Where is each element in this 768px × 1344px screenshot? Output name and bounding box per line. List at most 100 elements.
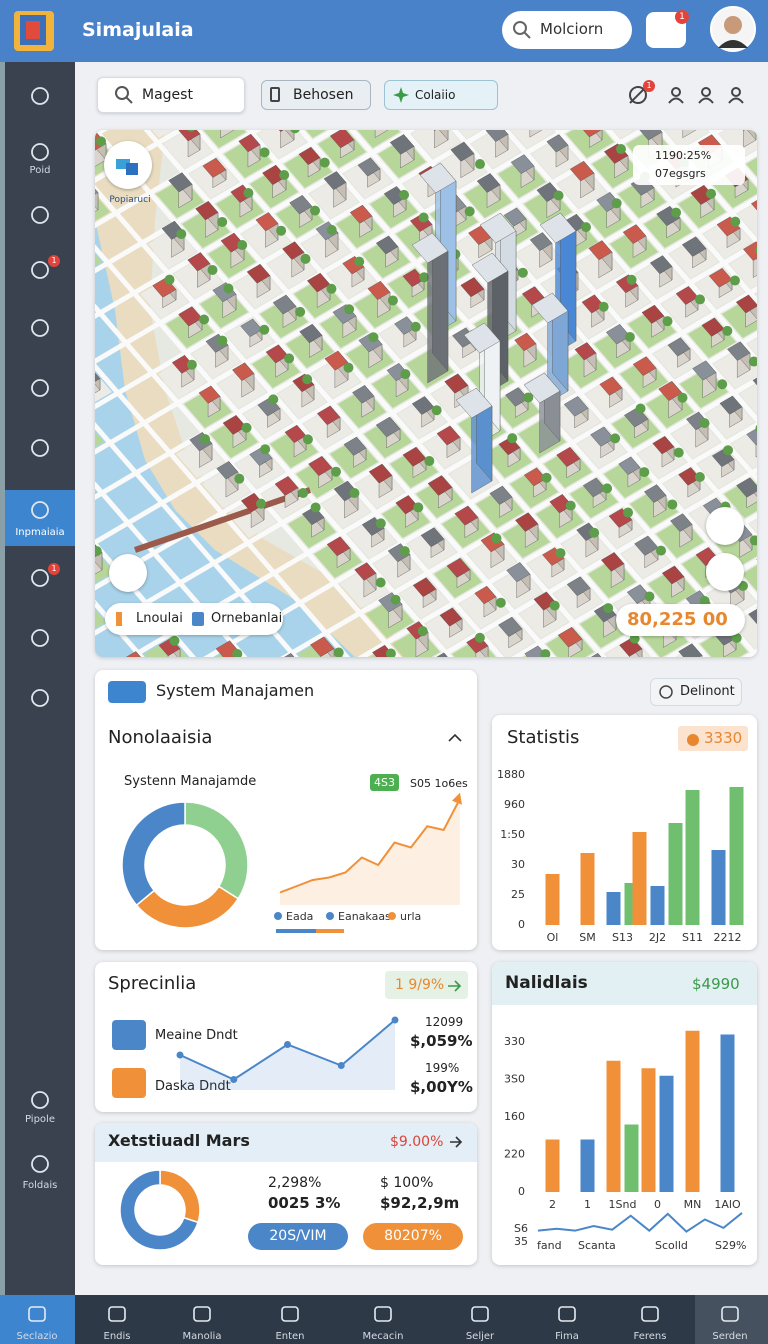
sidebar-label[interactable]: Poid [29, 165, 51, 176]
sidebar-icon [31, 569, 49, 587]
building-roof [298, 146, 321, 165]
tree [491, 533, 502, 544]
nav-icon [28, 1306, 46, 1322]
map-button[interactable] [109, 554, 147, 592]
sidebar-icon [31, 439, 49, 457]
app-logo[interactable] [8, 5, 60, 57]
sidebar-label[interactable]: Pipole [25, 1114, 55, 1125]
bottom-nav-label[interactable]: Ferens [633, 1331, 667, 1342]
building-roof [588, 240, 613, 261]
building-roof [216, 461, 239, 480]
bottom-nav-label[interactable]: Fima [555, 1331, 579, 1342]
building-roof [454, 505, 479, 526]
building-roof [670, 513, 693, 532]
bottom-nav-item[interactable] [695, 1295, 768, 1344]
bottom-nav-active[interactable] [0, 1295, 75, 1344]
building-roof [743, 241, 757, 261]
building-roof [574, 342, 597, 361]
map-total-box [616, 604, 745, 636]
tree [399, 189, 410, 200]
map-button[interactable] [706, 507, 744, 545]
bridge [134, 487, 311, 553]
sidebar-label[interactable]: Foldais [22, 1180, 58, 1191]
building-roof [439, 607, 463, 627]
building-roof [632, 356, 657, 376]
tree [755, 424, 757, 433]
sidebar-label[interactable]: Inpmaiaia [15, 527, 65, 538]
filter-text: Colaiio [415, 88, 456, 102]
system-icon [108, 681, 146, 703]
tree [368, 332, 379, 343]
bottom-nav-label[interactable]: Enten [275, 1331, 305, 1342]
market-button[interactable]: 20S/VIM [248, 1223, 348, 1250]
tree [729, 275, 740, 286]
bottom-nav-label[interactable]: Mecacin [362, 1331, 404, 1342]
building-roof [716, 216, 741, 237]
tree [399, 546, 410, 557]
map-button[interactable] [706, 553, 744, 591]
tree [200, 434, 211, 445]
building-roof [310, 636, 335, 657]
tree [673, 447, 684, 458]
sidebar-icon [31, 206, 49, 224]
building-roof [566, 576, 591, 597]
bottom-nav-label[interactable]: Serden [712, 1331, 748, 1342]
tree [243, 187, 254, 198]
building-roof [644, 484, 667, 503]
tree [217, 335, 228, 346]
building-side [439, 130, 449, 141]
tree [464, 206, 475, 217]
bottom-nav-label[interactable]: Manolia [182, 1331, 222, 1342]
search-box[interactable] [502, 11, 632, 49]
building-roof [289, 195, 313, 215]
tree [737, 580, 748, 591]
tree [186, 359, 197, 370]
tree [644, 591, 655, 602]
dropdown-icon [270, 87, 280, 102]
market-button[interactable]: 80207% [363, 1223, 463, 1250]
avatar[interactable] [710, 6, 756, 52]
city-map[interactable] [95, 130, 757, 657]
sidebar-icons [31, 87, 49, 1173]
road [605, 130, 757, 305]
item-icon [112, 1068, 146, 1098]
tree [276, 225, 287, 236]
bottom-nav-label[interactable]: Seclazio [16, 1331, 58, 1342]
building-roof [569, 160, 595, 182]
market-number: $92,2,9m [380, 1194, 460, 1212]
building-roof [546, 134, 569, 153]
building-roof [361, 517, 385, 536]
bottom-nav-label[interactable]: Endis [103, 1331, 131, 1342]
map-block [511, 130, 554, 148]
tree [279, 170, 290, 181]
bottom-nav-label[interactable]: Seljer [465, 1331, 495, 1342]
filter-icon [393, 87, 409, 103]
map-block [750, 519, 757, 533]
legend-text: Ornebanlai [211, 611, 283, 626]
tree [290, 130, 300, 134]
tree [410, 321, 421, 332]
tree [495, 597, 506, 608]
tree [555, 548, 566, 559]
building-roof [323, 171, 347, 191]
tree [629, 633, 640, 644]
building-roof [343, 436, 367, 456]
building-side [220, 130, 235, 139]
map-block [95, 253, 102, 267]
building-roof [692, 360, 717, 381]
tree [626, 274, 637, 285]
bottom-nav [0, 1295, 768, 1344]
tree [400, 369, 411, 380]
nav-icon [641, 1306, 659, 1322]
statistics-badge: 3330 [678, 726, 749, 751]
building-roof [436, 425, 461, 446]
building-roof [615, 274, 639, 294]
toolbar-search[interactable] [97, 77, 245, 113]
tree [259, 147, 270, 158]
tree [706, 188, 717, 199]
tree [387, 295, 398, 306]
tree [375, 518, 386, 529]
road [95, 195, 757, 591]
building-roof [257, 397, 281, 417]
building-roof [471, 252, 509, 284]
